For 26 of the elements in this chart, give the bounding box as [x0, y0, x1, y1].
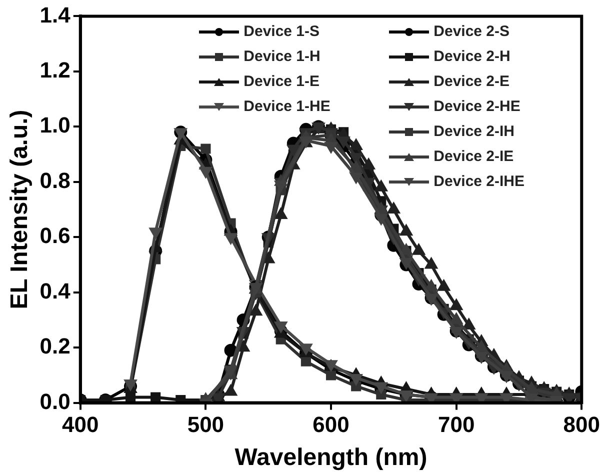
x-tick-label: 400: [62, 412, 99, 438]
legend-label: Device 2-HE: [434, 98, 520, 116]
y-tick-label: 0.8: [40, 168, 70, 193]
legend-label: Device 2-IH: [434, 123, 515, 140]
x-axis-title: Wavelength (nm): [234, 444, 428, 472]
y-tick-label: 1.2: [40, 57, 70, 82]
y-tick-label: 0.6: [40, 223, 70, 248]
legend-label: Device 1-E: [244, 73, 320, 90]
y-tick-label: 1.0: [40, 112, 70, 138]
legend-label: Device 2-E: [434, 73, 510, 90]
x-tick-label: 700: [438, 412, 475, 438]
x-tick-label: 500: [187, 412, 224, 438]
y-axis-title: EL Intensity (a.u.): [6, 110, 34, 310]
legend-label: Device 1-H: [244, 48, 320, 66]
legend-label: Device 1-S: [244, 23, 320, 40]
x-tick-label: 800: [563, 412, 600, 438]
y-tick-label: 0.0: [40, 388, 70, 414]
y-tick-label: 0.2: [40, 334, 70, 359]
legend-label: Device 1-HE: [244, 98, 330, 116]
legend-label: Device 2-IHE: [434, 173, 525, 190]
legend-label: Device 2-H: [434, 48, 510, 66]
legend-label: Device 2-IE: [434, 148, 514, 166]
y-tick-label: 1.4: [40, 2, 72, 28]
legend-label: Device 2-S: [434, 23, 510, 40]
x-tick-label: 600: [312, 412, 350, 438]
y-tick-label: 0.4: [40, 278, 72, 304]
